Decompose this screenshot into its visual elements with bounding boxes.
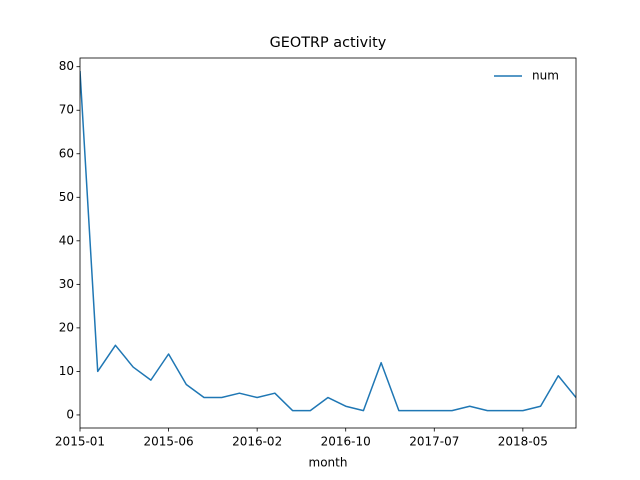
y-tick-label: 40 [59, 233, 74, 247]
x-tick-label: 2015-06 [144, 435, 194, 449]
chart-title: GEOTRP activity [270, 35, 387, 51]
x-axis-label: month [309, 456, 348, 470]
line [80, 71, 576, 412]
y-tick-label: 50 [59, 190, 74, 204]
plot-frame [79, 57, 577, 429]
y-tick-label: 60 [59, 146, 74, 160]
x-tick-label: 2018-05 [498, 435, 548, 449]
x-tick-label: 2016-10 [321, 435, 371, 449]
x-tick-label: 2016-02 [232, 435, 282, 449]
y-tick-label: 0 [66, 407, 74, 421]
x-tick-label: 2017-07 [409, 435, 459, 449]
y-tick-label: 20 [59, 320, 74, 334]
y-tick-label: 70 [59, 103, 74, 117]
y-tick-label: 80 [59, 59, 74, 73]
y-tick-label: 10 [59, 364, 74, 378]
y-tick-label: 30 [59, 277, 74, 291]
legend-label: num [532, 69, 559, 83]
x-tick-label: 2015-01 [55, 435, 105, 449]
